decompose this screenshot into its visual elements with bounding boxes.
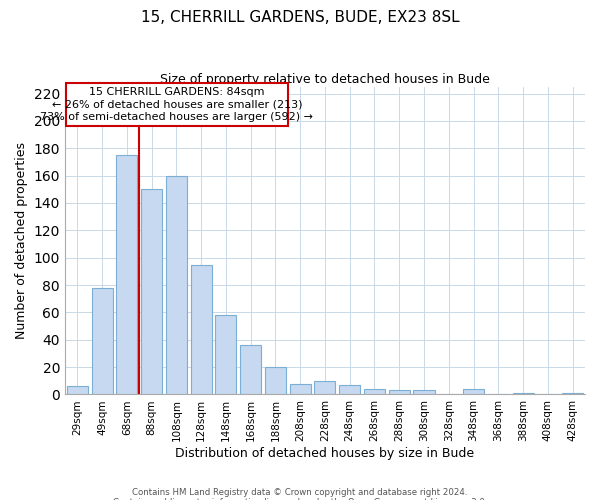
Text: 15, CHERRILL GARDENS, BUDE, EX23 8SL: 15, CHERRILL GARDENS, BUDE, EX23 8SL: [140, 10, 460, 25]
Bar: [512, 393, 533, 394]
Text: Contains HM Land Registry data © Crown copyright and database right 2024.: Contains HM Land Registry data © Crown c…: [132, 488, 468, 497]
Bar: [92, 288, 113, 395]
Bar: [339, 385, 360, 394]
Bar: [166, 176, 187, 394]
Y-axis label: Number of detached properties: Number of detached properties: [15, 142, 28, 339]
Bar: [215, 315, 236, 394]
Bar: [141, 190, 162, 394]
Bar: [314, 381, 335, 394]
Text: Contains public sector information licensed under the Open Government Licence v3: Contains public sector information licen…: [113, 498, 487, 500]
Bar: [265, 367, 286, 394]
Bar: [389, 390, 410, 394]
Bar: [191, 264, 212, 394]
Bar: [413, 390, 434, 394]
Bar: [240, 345, 261, 395]
Bar: [290, 384, 311, 394]
Bar: [562, 393, 583, 394]
Text: 73% of semi-detached houses are larger (592) →: 73% of semi-detached houses are larger (…: [40, 112, 313, 122]
Text: ← 26% of detached houses are smaller (213): ← 26% of detached houses are smaller (21…: [52, 100, 302, 110]
Bar: [364, 389, 385, 394]
Text: 15 CHERRILL GARDENS: 84sqm: 15 CHERRILL GARDENS: 84sqm: [89, 87, 265, 97]
Title: Size of property relative to detached houses in Bude: Size of property relative to detached ho…: [160, 72, 490, 86]
Bar: [67, 386, 88, 394]
FancyBboxPatch shape: [66, 82, 288, 126]
X-axis label: Distribution of detached houses by size in Bude: Distribution of detached houses by size …: [175, 447, 475, 460]
Bar: [116, 155, 137, 394]
Bar: [463, 389, 484, 394]
